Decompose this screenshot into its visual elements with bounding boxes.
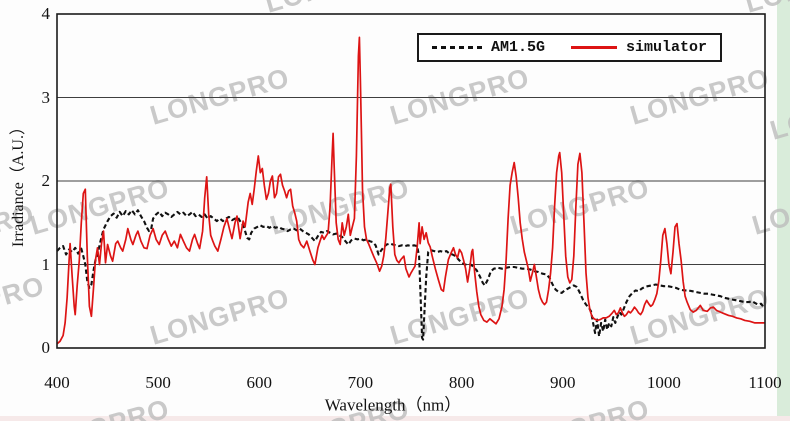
legend-item-simulator: simulator bbox=[571, 39, 707, 56]
legend-box: AM1.5G simulator bbox=[417, 33, 722, 62]
y-tick-label-1: 1 bbox=[41, 254, 51, 274]
bottom-edge-strip bbox=[0, 416, 790, 421]
x-tick-label-500: 500 bbox=[145, 373, 171, 392]
legend-label-am15g: AM1.5G bbox=[490, 39, 545, 56]
y-tick-label-4: 4 bbox=[41, 4, 51, 23]
y-tick-label-0: 0 bbox=[41, 338, 51, 357]
x-tick-label-900: 900 bbox=[549, 373, 576, 392]
am15g-curve bbox=[56, 209, 766, 341]
y-tick-label-3: 3 bbox=[41, 87, 51, 107]
plot-frame bbox=[56, 13, 766, 349]
y-tick-label-2: 2 bbox=[41, 171, 51, 190]
x-tick-label-1100: 1100 bbox=[748, 373, 782, 392]
x-tick-label-600: 600 bbox=[246, 373, 273, 392]
simulator-curve bbox=[56, 36, 765, 345]
x-tick-label-700: 700 bbox=[347, 373, 374, 392]
legend-label-simulator: simulator bbox=[626, 39, 708, 56]
x-axis-title: Wavelength（nm） bbox=[324, 395, 462, 415]
x-tick-label-1000: 1000 bbox=[646, 373, 681, 392]
y-axis-title: Irradiance（A.U.） bbox=[10, 119, 27, 247]
x-tick-label-800: 800 bbox=[448, 373, 475, 392]
dashed-line-sample bbox=[431, 46, 482, 49]
solid-line-sample bbox=[571, 46, 617, 49]
legend-item-am15g: AM1.5G bbox=[431, 39, 545, 56]
right-edge-strip bbox=[777, 0, 790, 421]
x-tick-label-400: 400 bbox=[44, 373, 70, 392]
